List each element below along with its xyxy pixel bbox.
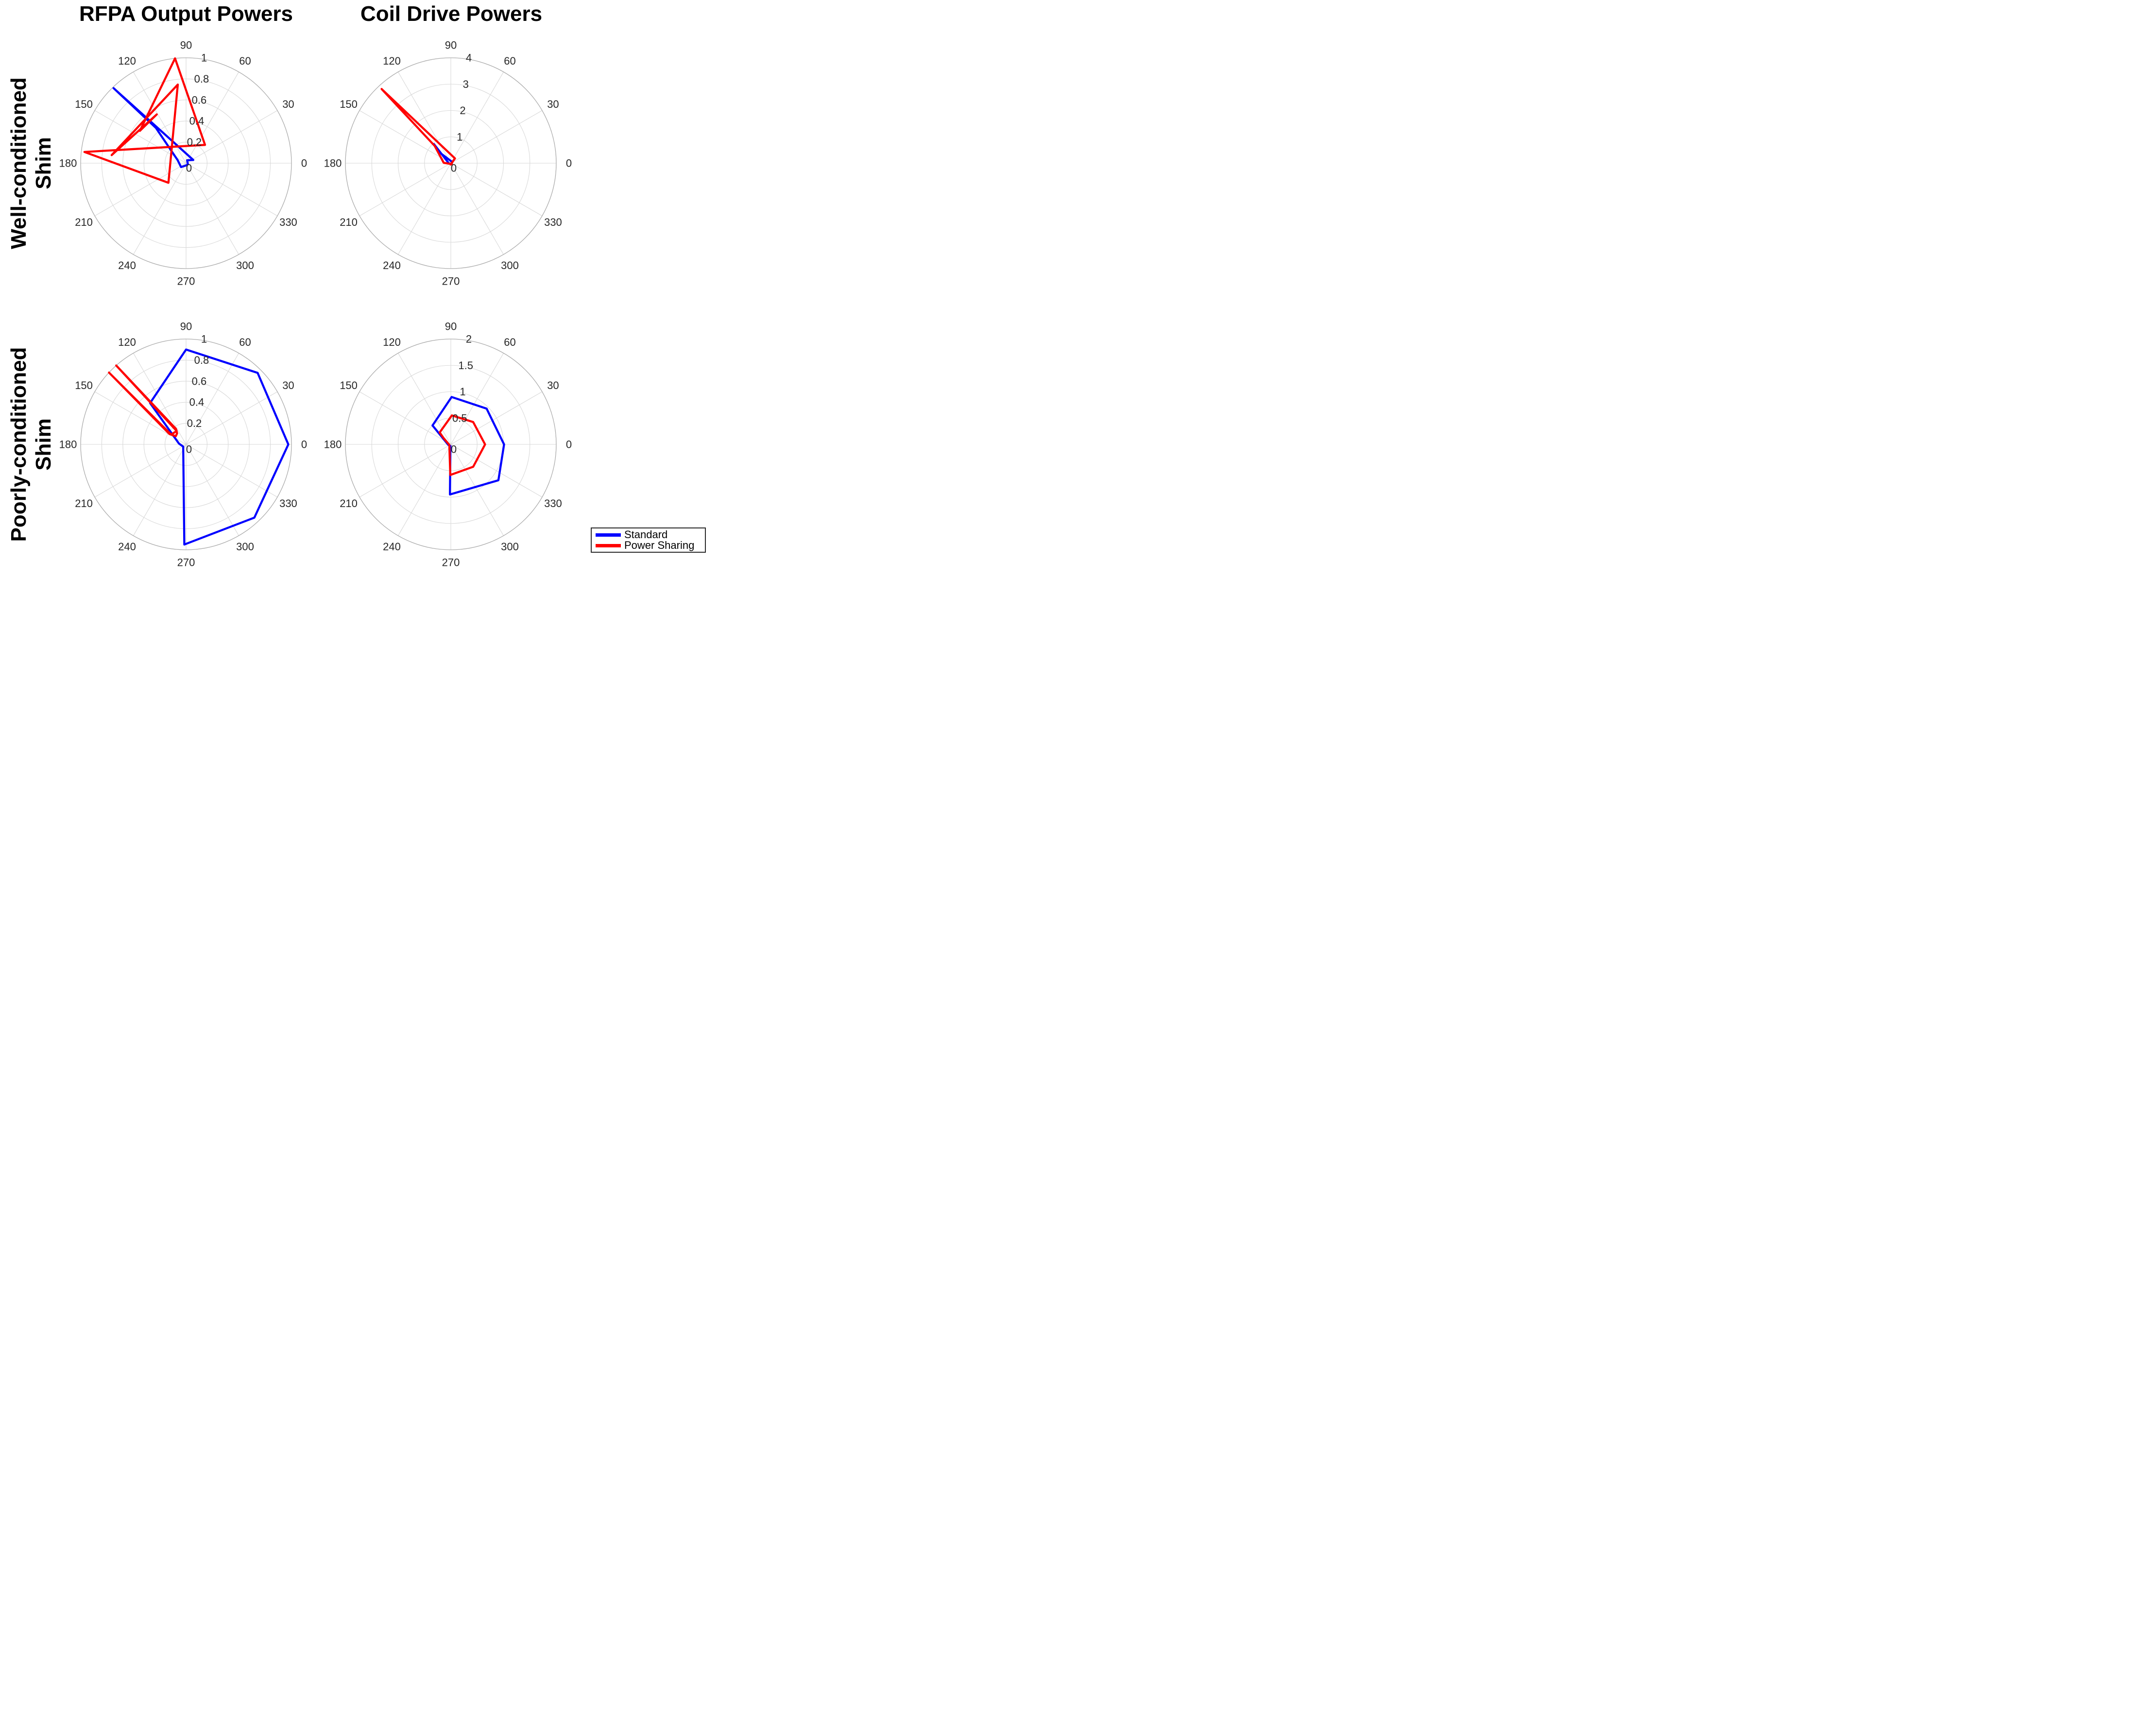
svg-text:240: 240 bbox=[118, 541, 136, 553]
svg-text:150: 150 bbox=[340, 379, 358, 391]
svg-text:90: 90 bbox=[180, 321, 192, 333]
svg-text:2: 2 bbox=[460, 104, 465, 117]
svg-text:60: 60 bbox=[504, 336, 515, 348]
svg-text:270: 270 bbox=[442, 557, 460, 569]
svg-text:30: 30 bbox=[547, 98, 559, 110]
svg-text:270: 270 bbox=[177, 275, 195, 288]
svg-text:0: 0 bbox=[186, 443, 192, 456]
svg-text:0: 0 bbox=[451, 162, 457, 174]
legend-item-power-sharing: Power Sharing bbox=[596, 540, 703, 551]
svg-text:90: 90 bbox=[445, 39, 457, 51]
legend-label-standard: Standard bbox=[624, 528, 668, 541]
svg-text:150: 150 bbox=[340, 98, 358, 110]
svg-text:240: 240 bbox=[383, 259, 401, 272]
svg-text:300: 300 bbox=[501, 259, 519, 272]
standard-line-swatch bbox=[596, 533, 621, 537]
svg-text:0.2: 0.2 bbox=[187, 417, 202, 429]
svg-text:0: 0 bbox=[301, 157, 307, 170]
svg-text:0: 0 bbox=[186, 162, 192, 174]
svg-text:30: 30 bbox=[547, 379, 559, 391]
svg-text:270: 270 bbox=[177, 557, 195, 569]
svg-text:0.6: 0.6 bbox=[192, 94, 207, 106]
svg-text:330: 330 bbox=[279, 216, 297, 228]
svg-text:60: 60 bbox=[504, 55, 515, 67]
svg-text:120: 120 bbox=[383, 336, 401, 348]
svg-text:330: 330 bbox=[279, 497, 297, 509]
svg-text:0.2: 0.2 bbox=[187, 136, 202, 148]
svg-text:240: 240 bbox=[383, 541, 401, 553]
svg-text:210: 210 bbox=[340, 216, 358, 228]
svg-text:0.5: 0.5 bbox=[452, 412, 467, 424]
svg-text:120: 120 bbox=[383, 55, 401, 67]
svg-text:90: 90 bbox=[180, 39, 192, 51]
legend-box: Standard Power Sharing bbox=[591, 527, 706, 553]
figure-canvas: RFPA Output Powers Coil Drive Powers Wel… bbox=[0, 0, 719, 572]
polar-plot-well-conditioned-rfpa: 0 30 60 90 120 150 180 210 240 270 300 330 0.2 0.4 0.6… bbox=[40, 17, 332, 309]
svg-text:120: 120 bbox=[118, 336, 136, 348]
svg-text:0: 0 bbox=[566, 157, 572, 170]
svg-text:1: 1 bbox=[201, 52, 207, 64]
svg-text:150: 150 bbox=[75, 379, 93, 391]
svg-text:0: 0 bbox=[301, 439, 307, 451]
svg-text:150: 150 bbox=[75, 98, 93, 110]
polar-plot-poorly-conditioned-rfpa: 0 30 60 90 120 150 180 210 240 270 300 330 0.2 0.4 0.6… bbox=[40, 299, 332, 572]
svg-text:330: 330 bbox=[544, 216, 562, 228]
svg-text:1: 1 bbox=[457, 131, 462, 143]
row-label-poor-line1: Poorly-conditioned bbox=[7, 347, 31, 542]
svg-text:30: 30 bbox=[282, 379, 294, 391]
svg-text:30: 30 bbox=[282, 98, 294, 110]
polar-plot-poorly-conditioned-coil: 0 30 60 90 120 150 180 210 240 270 300 330 0.5 1 1.5 2 0 bbox=[305, 299, 597, 572]
svg-text:210: 210 bbox=[340, 497, 358, 509]
svg-text:0.4: 0.4 bbox=[189, 115, 205, 127]
column-title-rfpa-output-powers: RFPA Output Powers bbox=[79, 2, 293, 26]
svg-text:60: 60 bbox=[239, 336, 251, 348]
polar-plot-well-conditioned-coil: 0 30 60 90 120 150 180 210 240 270 300 330 1 2 3 4 0 bbox=[305, 17, 597, 309]
svg-text:270: 270 bbox=[442, 275, 460, 288]
svg-text:180: 180 bbox=[324, 157, 342, 170]
svg-text:0.6: 0.6 bbox=[192, 375, 207, 387]
svg-text:3: 3 bbox=[463, 78, 469, 90]
svg-text:180: 180 bbox=[59, 439, 77, 451]
svg-text:60: 60 bbox=[239, 55, 251, 67]
svg-text:0.8: 0.8 bbox=[194, 354, 209, 366]
svg-text:0.4: 0.4 bbox=[189, 396, 205, 408]
legend-label-power-sharing: Power Sharing bbox=[624, 539, 695, 551]
svg-text:300: 300 bbox=[236, 259, 254, 272]
svg-text:300: 300 bbox=[501, 541, 519, 553]
legend-item-standard: Standard bbox=[596, 529, 703, 540]
svg-text:240: 240 bbox=[118, 259, 136, 272]
svg-text:1.5: 1.5 bbox=[458, 359, 473, 372]
svg-text:1: 1 bbox=[201, 333, 207, 345]
svg-text:210: 210 bbox=[75, 497, 93, 509]
svg-text:90: 90 bbox=[445, 321, 457, 333]
svg-text:300: 300 bbox=[236, 541, 254, 553]
svg-text:120: 120 bbox=[118, 55, 136, 67]
svg-text:4: 4 bbox=[466, 52, 472, 64]
svg-text:330: 330 bbox=[544, 497, 562, 509]
svg-text:180: 180 bbox=[324, 439, 342, 451]
svg-text:1: 1 bbox=[460, 386, 465, 398]
column-title-coil-drive-powers: Coil Drive Powers bbox=[360, 2, 543, 26]
svg-text:2: 2 bbox=[466, 333, 472, 345]
svg-text:0: 0 bbox=[566, 439, 572, 451]
svg-text:180: 180 bbox=[59, 157, 77, 170]
svg-text:0.8: 0.8 bbox=[194, 73, 209, 85]
power-sharing-line-swatch bbox=[596, 543, 621, 547]
svg-text:210: 210 bbox=[75, 216, 93, 228]
svg-text:0: 0 bbox=[451, 443, 457, 456]
